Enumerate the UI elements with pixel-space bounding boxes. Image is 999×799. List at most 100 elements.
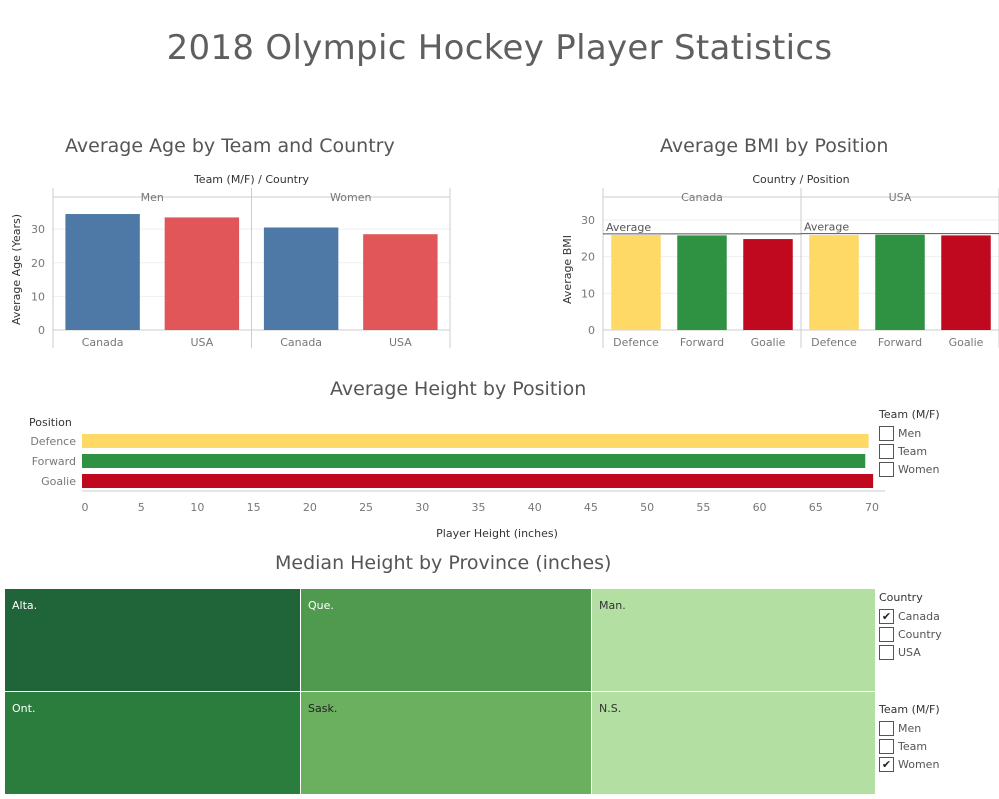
bar-women-usa <box>363 234 438 330</box>
bar-canada-forward <box>677 235 727 330</box>
panel-header: Team (M/F) / Country <box>193 173 310 186</box>
bar-men-usa <box>164 217 240 330</box>
x-axis-label: Player Height (inches) <box>436 527 558 540</box>
x-tick-label: 15 <box>247 501 261 514</box>
team-legend-item-women[interactable]: Women <box>879 460 940 478</box>
country-filter-item-canada[interactable]: ✔ Canada <box>879 607 942 625</box>
x-tick-label: 35 <box>472 501 486 514</box>
height-chart-title: Average Height by Position <box>330 378 587 400</box>
panel-header: Country / Position <box>752 173 849 186</box>
treemap-label: N.S. <box>599 702 622 715</box>
x-tick-label: 55 <box>696 501 710 514</box>
country-filter: Country ✔ Canada Country USA <box>879 591 942 661</box>
treemap-cell-man[interactable]: Man. <box>592 589 876 692</box>
checkbox-icon[interactable] <box>879 626 894 642</box>
team-legend-item-team[interactable]: Team <box>879 442 940 460</box>
team-filter-title: Team (M/F) <box>879 703 940 716</box>
y-tick-label: 30 <box>31 223 45 236</box>
row-label-goalie: Goalie <box>41 475 76 488</box>
x-tick-label: 10 <box>190 501 204 514</box>
treemap-label: Man. <box>599 599 626 612</box>
bar-canada-goalie <box>743 239 793 330</box>
x-tick-label: USA <box>190 336 213 349</box>
x-tick-label: 50 <box>640 501 654 514</box>
age-chart-title: Average Age by Team and Country <box>65 135 395 157</box>
country-filter-item-country[interactable]: Country <box>879 625 942 643</box>
bar-defence <box>82 434 869 448</box>
treemap-cell-ont[interactable]: Ont. <box>5 692 301 795</box>
treemap-label: Alta. <box>12 599 38 612</box>
treemap-cell-alta[interactable]: Alta. <box>5 589 301 692</box>
dashboard-title: 2018 Olympic Hockey Player Statistics <box>166 28 833 68</box>
height-chart: Position Defence Forward Goalie 0 5 10 15 20 25 30… <box>29 416 885 540</box>
checkbox-icon[interactable] <box>879 720 894 736</box>
y-axis-label: Average BMI <box>561 235 574 304</box>
x-tick-label: 45 <box>584 501 598 514</box>
country-filter-item-usa[interactable]: USA <box>879 643 942 661</box>
x-tick-label: Defence <box>613 336 659 349</box>
bar-forward <box>82 454 866 468</box>
team-filter: Team (M/F) Men Team ✔ Women <box>879 703 940 773</box>
x-tick-label: USA <box>389 336 412 349</box>
panel-label-men: Men <box>141 191 164 204</box>
y-tick-label: 10 <box>581 287 595 300</box>
x-tick-label: 60 <box>753 501 767 514</box>
treemap: Alta. Ont. Que. Sask. Man. N.S. <box>5 589 876 795</box>
team-legend-item-men[interactable]: Men <box>879 424 940 442</box>
x-tick-label: Canada <box>280 336 322 349</box>
team-filter-item-team[interactable]: Team <box>879 737 940 755</box>
bar-usa-defence <box>809 235 859 330</box>
reference-line-label: Average <box>606 221 651 234</box>
treemap-label: Sask. <box>308 702 338 715</box>
treemap-cell-sask[interactable]: Sask. <box>301 692 592 795</box>
bar-goalie <box>82 474 874 488</box>
bar-women-canada <box>263 227 339 330</box>
checkbox-icon[interactable] <box>879 425 894 441</box>
x-tick-label: Goalie <box>751 336 786 349</box>
y-tick-label: 20 <box>581 251 595 264</box>
y-tick-label: 10 <box>31 290 45 303</box>
bar-usa-goalie <box>941 235 991 330</box>
y-tick-label: 20 <box>31 257 45 270</box>
checkbox-icon[interactable] <box>879 461 894 477</box>
team-legend-title: Team (M/F) <box>879 408 940 421</box>
row-label-defence: Defence <box>30 435 76 448</box>
row-label-forward: Forward <box>32 455 76 468</box>
checkbox-icon[interactable] <box>879 738 894 754</box>
x-tick-label: Goalie <box>949 336 984 349</box>
bar-men-canada <box>65 214 140 330</box>
bmi-chart-title: Average BMI by Position <box>660 135 889 157</box>
team-legend: Team (M/F) Men Team Women <box>879 408 940 478</box>
panel-label-women: Women <box>330 191 371 204</box>
x-tick-label: 25 <box>359 501 373 514</box>
x-tick-label: 30 <box>415 501 429 514</box>
x-tick-label: Canada <box>82 336 124 349</box>
team-filter-item-women[interactable]: ✔ Women <box>879 755 940 773</box>
x-tick-label: 65 <box>809 501 823 514</box>
treemap-cell-que[interactable]: Que. <box>301 589 592 692</box>
team-filter-item-men[interactable]: Men <box>879 719 940 737</box>
treemap-cell-ns[interactable]: N.S. <box>592 692 876 795</box>
y-axis-label: Average Age (Years) <box>10 214 23 325</box>
treemap-label: Ont. <box>12 702 36 715</box>
x-tick-label: 0 <box>82 501 89 514</box>
x-tick-label: 40 <box>528 501 542 514</box>
x-tick-label: 5 <box>138 501 145 514</box>
panel-label-usa: USA <box>889 191 912 204</box>
panel-label-canada: Canada <box>681 191 723 204</box>
x-tick-label: 20 <box>303 501 317 514</box>
bar-canada-defence <box>611 235 661 330</box>
checkbox-icon[interactable] <box>879 443 894 459</box>
treemap-label: Que. <box>308 599 334 612</box>
treemap-title: Median Height by Province (inches) <box>275 552 612 574</box>
x-tick-label: Defence <box>811 336 857 349</box>
checkbox-icon[interactable]: ✔ <box>879 756 894 772</box>
reference-line-label: Average <box>804 221 849 234</box>
row-header: Position <box>29 416 72 429</box>
checkbox-icon[interactable]: ✔ <box>879 608 894 624</box>
y-tick-label: 0 <box>588 324 595 337</box>
checkbox-icon[interactable] <box>879 644 894 660</box>
country-filter-title: Country <box>879 591 923 604</box>
age-chart: Team (M/F) / Country Average Age (Years) 0… <box>10 173 451 349</box>
bmi-chart: Country / Position Average BMI 0 10 20 30 Cana… <box>561 173 999 349</box>
